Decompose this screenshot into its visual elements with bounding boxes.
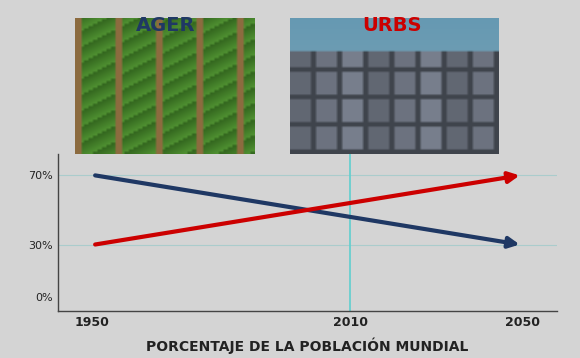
X-axis label: PORCENTAJE DE LA POBLACIÓN MUNDIAL: PORCENTAJE DE LA POBLACIÓN MUNDIAL: [146, 338, 469, 354]
Text: AGER: AGER: [136, 16, 195, 35]
Text: URBS: URBS: [362, 16, 421, 35]
